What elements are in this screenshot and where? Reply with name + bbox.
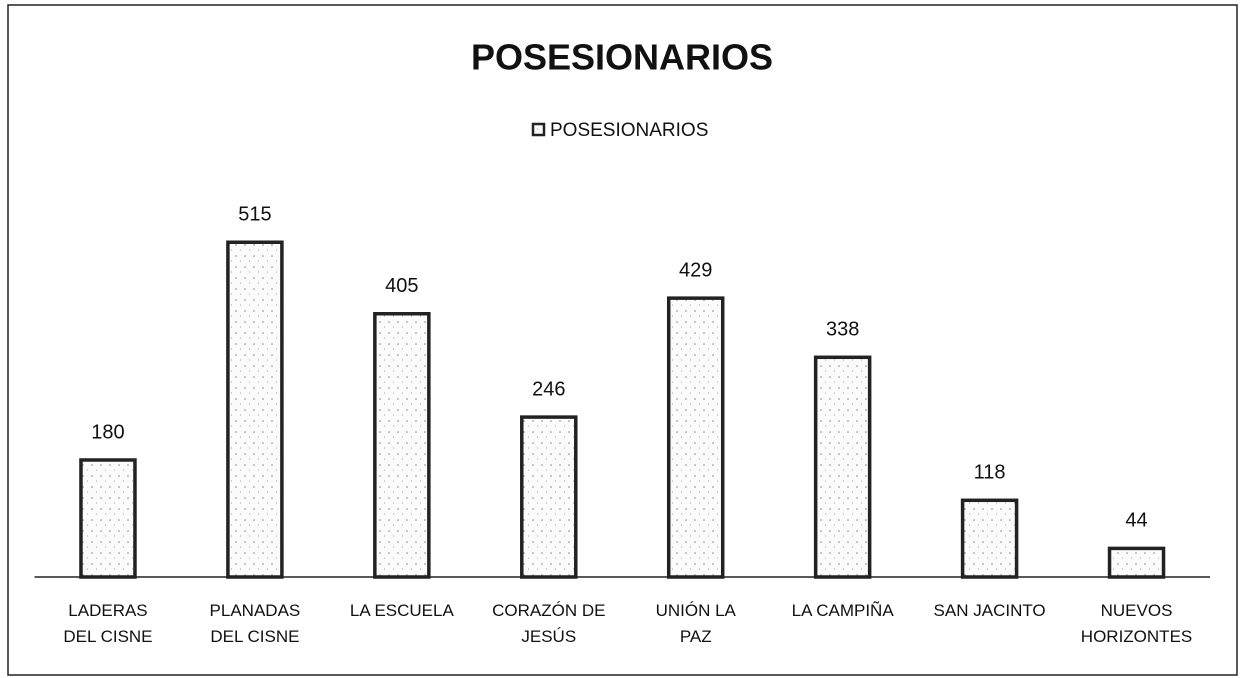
data-label: 246 bbox=[532, 378, 565, 400]
bar bbox=[520, 415, 578, 579]
bar bbox=[1107, 546, 1166, 579]
legend-swatch bbox=[531, 122, 546, 137]
x-tick-label: UNIÓN LA PAZ bbox=[655, 601, 736, 646]
bar bbox=[666, 296, 725, 579]
chart-title: POSESIONARIOS bbox=[471, 37, 773, 78]
data-label: 338 bbox=[826, 319, 859, 341]
bar bbox=[960, 498, 1019, 579]
data-label: 429 bbox=[679, 259, 712, 281]
x-tick-label: LA ESCUELA bbox=[349, 601, 454, 620]
x-tick-label: NUEVOS HORIZONTES bbox=[1080, 601, 1193, 646]
bar bbox=[813, 355, 872, 579]
data-label: 118 bbox=[974, 462, 1006, 484]
x-tick-label: PLANADAS DEL CISNE bbox=[209, 601, 301, 646]
x-tick-label: CORAZÓN DE JESÚS bbox=[492, 601, 606, 646]
bar bbox=[226, 240, 284, 579]
legend-label: POSESIONARIOS bbox=[550, 120, 708, 141]
data-label: 405 bbox=[385, 275, 418, 297]
chart-border bbox=[7, 4, 1238, 676]
data-label: 180 bbox=[91, 421, 124, 443]
data-label: 44 bbox=[1125, 510, 1147, 532]
data-label: 515 bbox=[238, 204, 271, 226]
x-tick-label: SAN JACINTO bbox=[933, 601, 1046, 620]
x-tick-label: LA CAMPIÑA bbox=[791, 601, 894, 620]
bar bbox=[79, 458, 137, 579]
bar bbox=[373, 312, 431, 579]
x-tick-label: LADERAS DEL CISNE bbox=[63, 601, 153, 646]
